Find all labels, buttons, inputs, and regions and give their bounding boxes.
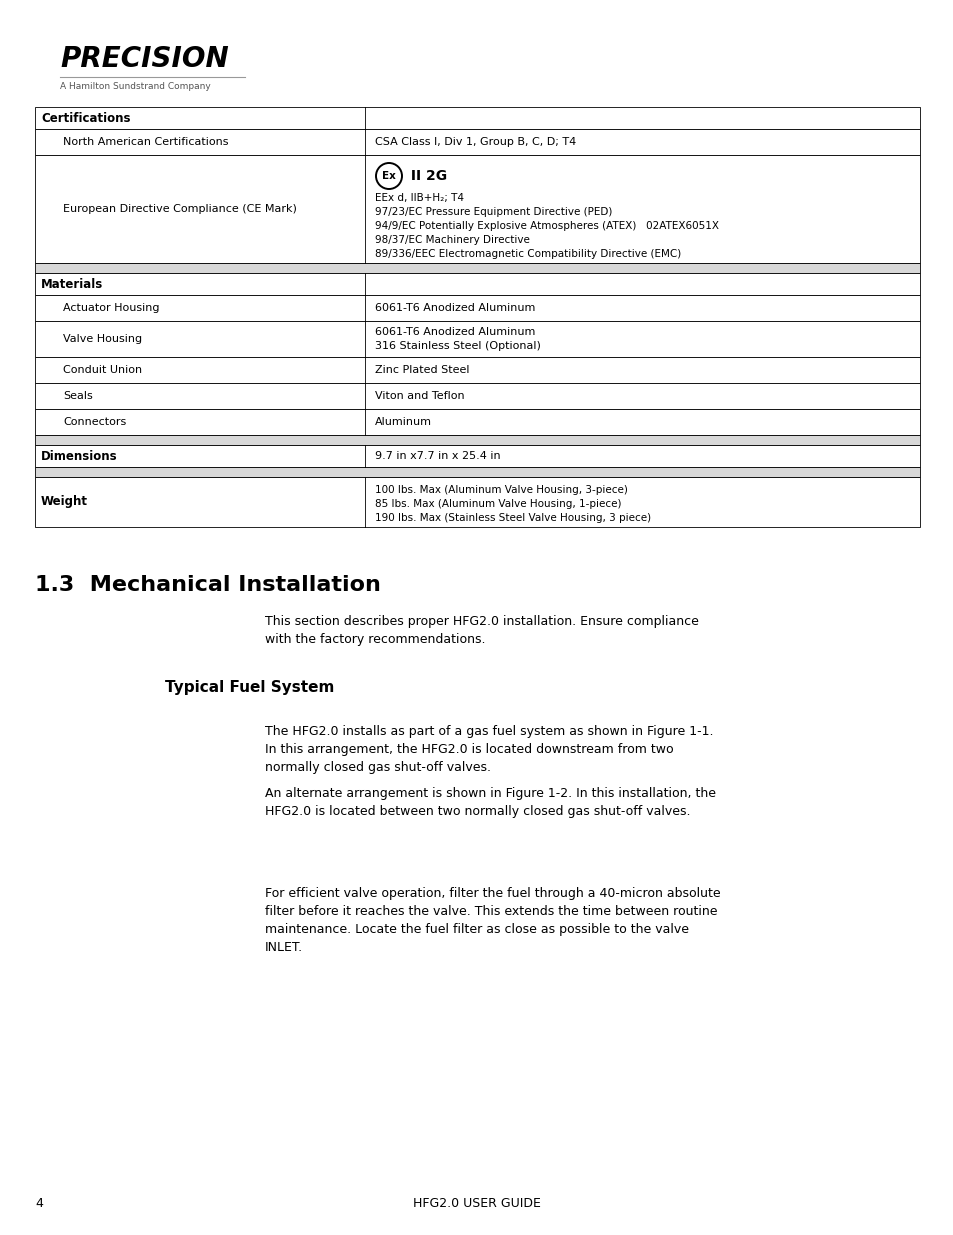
Text: The HFG2.0 installs as part of a gas fuel system as shown in Figure 1-1.
In this: The HFG2.0 installs as part of a gas fue… bbox=[265, 725, 713, 774]
Text: PRECISION: PRECISION bbox=[60, 44, 229, 73]
Text: 316 Stainless Steel (Optional): 316 Stainless Steel (Optional) bbox=[375, 341, 540, 351]
Text: Weight: Weight bbox=[41, 495, 88, 509]
Text: European Directive Compliance (CE Mark): European Directive Compliance (CE Mark) bbox=[63, 204, 296, 214]
Bar bbox=[35, 357, 919, 383]
Text: 4: 4 bbox=[35, 1197, 43, 1210]
Text: For efficient valve operation, filter the fuel through a 40-micron absolute
filt: For efficient valve operation, filter th… bbox=[265, 887, 720, 953]
Bar bbox=[35, 295, 919, 321]
Bar bbox=[35, 156, 919, 263]
Text: Dimensions: Dimensions bbox=[41, 450, 117, 462]
Text: 9.7 in x7.7 in x 25.4 in: 9.7 in x7.7 in x 25.4 in bbox=[375, 451, 500, 461]
Text: An alternate arrangement is shown in Figure 1-2. In this installation, the
HFG2.: An alternate arrangement is shown in Fig… bbox=[265, 787, 716, 818]
Text: 85 lbs. Max (Aluminum Valve Housing, 1-piece): 85 lbs. Max (Aluminum Valve Housing, 1-p… bbox=[375, 499, 620, 509]
Text: Materials: Materials bbox=[41, 278, 103, 290]
Text: 98/37/EC Machinery Directive: 98/37/EC Machinery Directive bbox=[375, 235, 529, 245]
Bar bbox=[35, 273, 919, 295]
Bar bbox=[35, 128, 919, 156]
Text: Valve Housing: Valve Housing bbox=[63, 333, 142, 345]
Text: Ex: Ex bbox=[381, 170, 395, 182]
Bar bbox=[35, 477, 919, 527]
Text: Zinc Plated Steel: Zinc Plated Steel bbox=[375, 366, 469, 375]
Bar bbox=[35, 383, 919, 409]
Bar bbox=[35, 321, 919, 357]
Text: 100 lbs. Max (Aluminum Valve Housing, 3-piece): 100 lbs. Max (Aluminum Valve Housing, 3-… bbox=[375, 485, 627, 495]
Bar bbox=[35, 263, 919, 273]
Text: 94/9/EC Potentially Explosive Atmospheres (ATEX)   02ATEX6051X: 94/9/EC Potentially Explosive Atmosphere… bbox=[375, 221, 719, 231]
Text: CSA Class I, Div 1, Group B, C, D; T4: CSA Class I, Div 1, Group B, C, D; T4 bbox=[375, 137, 576, 147]
Text: Viton and Teflon: Viton and Teflon bbox=[375, 391, 464, 401]
Text: Certifications: Certifications bbox=[41, 111, 131, 125]
Text: This section describes proper HFG2.0 installation. Ensure compliance
with the fa: This section describes proper HFG2.0 ins… bbox=[265, 615, 699, 646]
Text: Actuator Housing: Actuator Housing bbox=[63, 303, 159, 312]
Text: Seals: Seals bbox=[63, 391, 92, 401]
Text: 1.3  Mechanical Installation: 1.3 Mechanical Installation bbox=[35, 576, 380, 595]
Text: HFG2.0 USER GUIDE: HFG2.0 USER GUIDE bbox=[413, 1197, 540, 1210]
Text: Connectors: Connectors bbox=[63, 417, 126, 427]
Text: 6061-T6 Anodized Aluminum: 6061-T6 Anodized Aluminum bbox=[375, 303, 535, 312]
Text: Aluminum: Aluminum bbox=[375, 417, 432, 427]
Text: Conduit Union: Conduit Union bbox=[63, 366, 142, 375]
Text: A Hamilton Sundstrand Company: A Hamilton Sundstrand Company bbox=[60, 82, 211, 91]
Text: Typical Fuel System: Typical Fuel System bbox=[165, 680, 334, 695]
Text: 6061-T6 Anodized Aluminum: 6061-T6 Anodized Aluminum bbox=[375, 327, 535, 337]
Text: II 2G: II 2G bbox=[406, 169, 447, 183]
Text: 89/336/EEC Electromagnetic Compatibility Directive (EMC): 89/336/EEC Electromagnetic Compatibility… bbox=[375, 249, 680, 259]
Bar bbox=[35, 435, 919, 445]
Text: EEx d, IIB+H₂; T4: EEx d, IIB+H₂; T4 bbox=[375, 193, 463, 203]
Bar bbox=[35, 107, 919, 128]
Bar bbox=[35, 445, 919, 467]
Text: 97/23/EC Pressure Equipment Directive (PED): 97/23/EC Pressure Equipment Directive (P… bbox=[375, 207, 612, 217]
Text: 190 lbs. Max (Stainless Steel Valve Housing, 3 piece): 190 lbs. Max (Stainless Steel Valve Hous… bbox=[375, 513, 651, 522]
Bar bbox=[35, 409, 919, 435]
Bar bbox=[35, 467, 919, 477]
Text: North American Certifications: North American Certifications bbox=[63, 137, 229, 147]
